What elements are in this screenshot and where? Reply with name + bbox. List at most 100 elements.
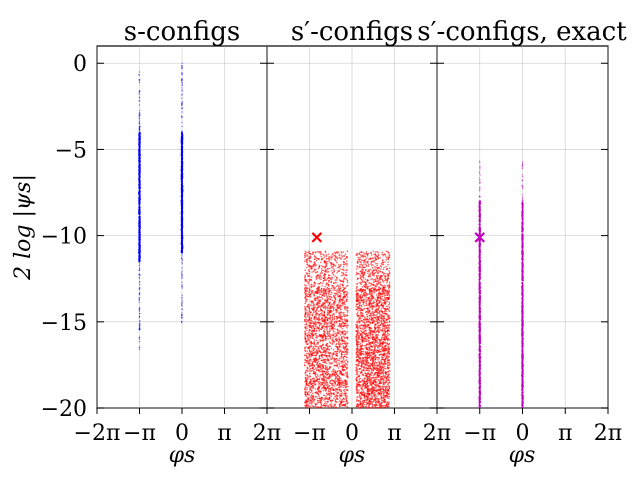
panel-2-point	[310, 317, 313, 319]
panel-2-point	[342, 255, 345, 257]
panel-2-point	[325, 328, 328, 331]
panel-1-point	[181, 125, 183, 128]
panel-2-point	[312, 251, 314, 254]
panel-2-point	[330, 296, 333, 299]
panel-2-point	[344, 405, 347, 407]
panel-2-point	[345, 384, 347, 386]
panel-2-point	[339, 294, 342, 297]
panel-2-point	[345, 359, 348, 361]
panel-2-point	[311, 395, 314, 397]
panel-2-point	[330, 291, 333, 294]
panel-2-point	[315, 339, 318, 342]
panel-2-point	[339, 285, 341, 288]
panel-2-point	[312, 347, 315, 349]
panel-2-point	[370, 263, 372, 265]
panel-2-point	[329, 392, 332, 395]
panel-2-point	[329, 376, 332, 378]
panel-2-point	[326, 381, 328, 384]
panel-2-point	[322, 343, 324, 346]
panel-2-point	[335, 289, 337, 292]
panel-2-point	[319, 334, 321, 337]
panel-2-point	[344, 359, 346, 361]
panel-2-point	[306, 381, 308, 384]
panel-2-point	[323, 323, 325, 325]
panel-2-point	[341, 382, 343, 384]
panel-1-point	[180, 233, 183, 236]
panel-2-point	[318, 300, 321, 303]
panel-2-point	[314, 402, 316, 404]
panel-2-point	[316, 373, 318, 375]
panel-2-point	[329, 328, 331, 330]
panel-2-point	[317, 400, 319, 402]
panel-1-point	[138, 338, 141, 340]
panel-2-point	[319, 401, 322, 404]
panel-2-point	[317, 313, 320, 316]
panel-2-point	[312, 372, 315, 375]
panel-2-point	[343, 306, 346, 308]
panel-2-point	[337, 359, 339, 361]
panel-2-point	[335, 337, 338, 340]
panel-2-point	[336, 384, 338, 387]
panel-2-point	[323, 377, 326, 380]
panel-2-point	[330, 322, 333, 325]
panel-2-point	[313, 268, 316, 271]
panel-2-point	[344, 361, 346, 363]
panel-2-point	[357, 272, 359, 275]
panel-2-point	[346, 260, 348, 262]
panel-2-point	[306, 286, 308, 289]
panel-2-point	[304, 370, 307, 373]
panel-2-point	[317, 310, 320, 312]
panel-2-point	[339, 265, 342, 267]
panel-1-point	[139, 283, 141, 286]
panel-2-point	[316, 274, 319, 277]
panel-2-point	[314, 306, 316, 309]
panel-2-point	[328, 331, 331, 333]
panel-2-point	[327, 323, 329, 325]
panel-2-point	[343, 303, 346, 306]
panel-2-point	[318, 288, 320, 290]
panel-2-point	[305, 251, 308, 254]
panel-2-point	[336, 272, 338, 274]
panel-2-point	[341, 339, 344, 342]
panel-2-point	[335, 311, 338, 314]
panel-2-point	[341, 368, 344, 370]
panel-2-point	[328, 259, 331, 261]
panel-2-point	[307, 360, 309, 362]
panel-2-point	[345, 293, 348, 296]
panel-2-point	[312, 369, 314, 372]
panel-2-point	[329, 385, 331, 387]
panel-2-point	[339, 397, 342, 400]
panel-2-point	[304, 323, 307, 326]
panel-2-point	[359, 274, 362, 277]
panel-1-point	[138, 119, 141, 121]
panel-2-point	[315, 251, 317, 254]
panel-2-point	[333, 385, 336, 387]
panel-2-point	[342, 362, 344, 364]
panel-2-point	[335, 339, 338, 342]
panel-1-point	[181, 284, 183, 286]
panel-1-point	[181, 67, 183, 70]
panel-2-point	[334, 292, 336, 295]
panel-2-point	[335, 397, 338, 400]
panel-2-point	[312, 392, 314, 395]
panel-2-point	[304, 298, 307, 301]
panel-2-point	[304, 331, 307, 333]
panel-2-point	[312, 302, 315, 304]
panel-2-point	[305, 300, 307, 302]
panel-1-point	[138, 348, 141, 351]
panel-1-point	[138, 117, 140, 120]
panel-1-point	[138, 126, 141, 128]
panel-2-point	[340, 317, 342, 320]
panel-2-point	[360, 263, 363, 266]
panel-1-point	[138, 308, 141, 310]
panel-2-point	[346, 402, 349, 405]
panel-1-point	[138, 128, 141, 130]
panel-2-point	[384, 272, 387, 275]
panel-2-point	[328, 287, 331, 290]
panel-1-point	[139, 186, 141, 189]
panel-2-point	[313, 327, 316, 330]
panel-2-point	[318, 355, 321, 357]
panel-2-point	[314, 309, 316, 312]
panel-2-point	[312, 305, 315, 308]
panel-2-point	[309, 405, 312, 407]
